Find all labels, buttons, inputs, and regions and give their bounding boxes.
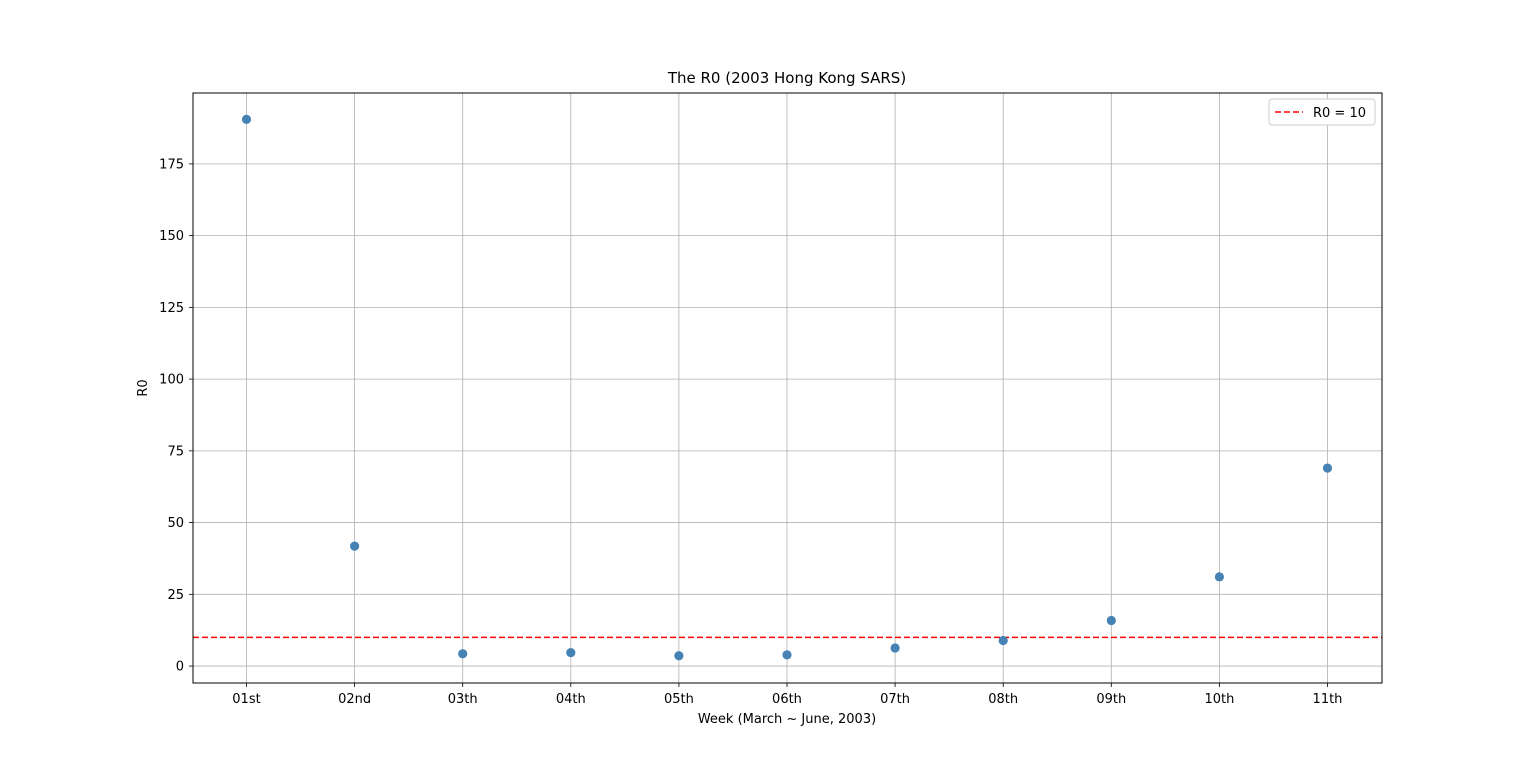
legend-label: R0 = 10 — [1313, 106, 1366, 121]
data-point — [241, 114, 252, 125]
y-tick-label: 50 — [167, 516, 184, 531]
plot-frame — [192, 92, 1383, 684]
grid-lines — [193, 93, 1382, 683]
y-tick-label: 150 — [159, 229, 184, 244]
y-tick-label: 125 — [159, 301, 184, 316]
y-tick-label: 25 — [167, 588, 184, 603]
x-tick-label: 02nd — [338, 692, 371, 707]
x-tick-label: 09th — [1096, 692, 1126, 707]
x-tick-label: 07th — [880, 692, 910, 707]
legend-box — [1268, 98, 1376, 126]
data-point — [566, 647, 576, 658]
legend: R0 = 10 — [1268, 98, 1376, 126]
x-tick-label: 08th — [988, 692, 1018, 707]
y-tick-label: 100 — [159, 373, 184, 388]
data-point — [890, 643, 900, 653]
data-points — [241, 114, 1333, 661]
y-tick-label: 75 — [167, 444, 184, 459]
y-tick-label: 0 — [176, 660, 184, 675]
y-tick-label: 175 — [159, 157, 184, 172]
data-point — [350, 541, 360, 551]
data-point — [1214, 572, 1224, 582]
x-axis-ticks: 01st 02nd 03th 04th 05th 06th 07th 08th 09th 10th… — [232, 683, 1342, 707]
x-axis-label: Week (March ~ June, 2003) — [698, 712, 876, 727]
data-point — [998, 635, 1008, 646]
chart-title: The R0 (2003 Hong Kong SARS) — [667, 69, 906, 87]
data-point — [674, 651, 684, 661]
data-point — [458, 649, 468, 659]
x-tick-label: 06th — [772, 692, 802, 707]
data-point — [1106, 615, 1116, 626]
x-tick-label: 04th — [556, 692, 586, 707]
data-point — [1322, 463, 1333, 473]
x-tick-label: 10th — [1204, 692, 1234, 707]
x-tick-label: 01st — [232, 692, 260, 707]
y-axis-ticks: 0 25 50 75 100 125 150 175 — [159, 157, 193, 675]
x-tick-label: 05th — [664, 692, 694, 707]
x-tick-label: 11th — [1313, 692, 1343, 707]
y-axis-label: R0 — [136, 379, 151, 396]
x-tick-label: 03th — [448, 692, 478, 707]
data-point — [782, 650, 792, 660]
